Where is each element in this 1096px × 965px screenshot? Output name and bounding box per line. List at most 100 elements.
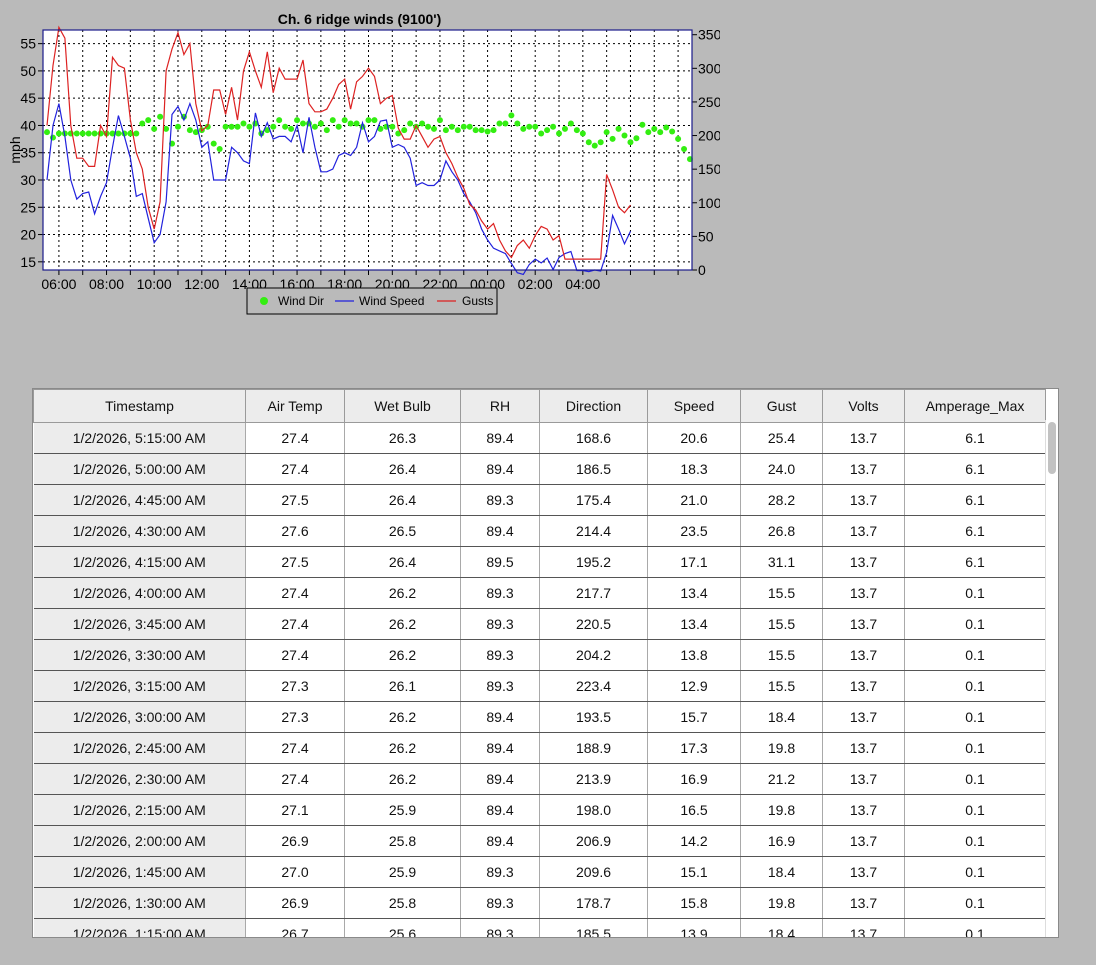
wind-dir-point (550, 123, 557, 130)
column-header-timestamp[interactable]: Timestamp (33, 389, 246, 423)
table-row[interactable]: 1/2/2026, 3:30:00 AM 27.4 26.2 89.3 204.2 13.… (33, 639, 1046, 671)
column-header-wet-bulb[interactable]: Wet Bulb (344, 389, 461, 423)
table-cell: 13.7 (822, 763, 905, 795)
wind-dir-point (151, 125, 158, 132)
table-cell: 195.2 (539, 546, 648, 578)
wind-dir-point (174, 123, 181, 130)
wind-dir-point (460, 123, 467, 130)
wind-dir-point (341, 117, 348, 124)
wind-dir-point (317, 120, 324, 127)
table-cell: 27.0 (245, 856, 345, 888)
table-cell: 28.2 (740, 484, 823, 516)
table-cell: 89.4 (460, 515, 540, 547)
table-cell: 26.4 (344, 453, 461, 485)
y2-tick-label: 300 (698, 60, 720, 76)
wind-dir-point (585, 139, 592, 146)
table-cell: 20.6 (647, 422, 741, 454)
table-cell: 185.5 (539, 918, 648, 937)
table-cell: 1/2/2026, 5:15:00 AM (33, 422, 246, 454)
column-header-rh[interactable]: RH (460, 389, 540, 423)
wind-dir-point (425, 123, 432, 130)
table-row[interactable]: 1/2/2026, 5:15:00 AM 27.4 26.3 89.4 168.6 20.… (33, 422, 1046, 454)
table-cell: 1/2/2026, 1:45:00 AM (33, 856, 246, 888)
table-cell: 6.1 (904, 422, 1046, 454)
y-tick-label: 50 (20, 63, 36, 79)
wind-dir-point (192, 129, 199, 136)
wind-dir-point (526, 123, 533, 130)
wind-dir-point (240, 120, 247, 127)
table-cell: 178.7 (539, 887, 648, 919)
table-row[interactable]: 1/2/2026, 5:00:00 AM 27.4 26.4 89.4 186.5 18.… (33, 453, 1046, 485)
wind-dir-point (282, 123, 289, 130)
table-row[interactable]: 1/2/2026, 2:30:00 AM 27.4 26.2 89.4 213.9 16.… (33, 763, 1046, 795)
table-cell: 89.3 (460, 577, 540, 609)
legend-label-gusts: Gusts (462, 294, 493, 308)
table-cell: 13.7 (822, 670, 905, 702)
table-cell: 26.2 (344, 701, 461, 733)
table-cell: 14.2 (647, 825, 741, 857)
column-header-gust[interactable]: Gust (740, 389, 823, 423)
table-cell: 15.7 (647, 701, 741, 733)
table-row[interactable]: 1/2/2026, 3:00:00 AM 27.3 26.2 89.4 193.5 15.… (33, 701, 1046, 733)
table-cell: 17.3 (647, 732, 741, 764)
table-cell: 198.0 (539, 794, 648, 826)
table-cell: 0.1 (904, 794, 1046, 826)
column-header-direction[interactable]: Direction (539, 389, 648, 423)
table-cell: 0.1 (904, 732, 1046, 764)
table-row[interactable]: 1/2/2026, 4:45:00 AM 27.5 26.4 89.3 175.4 21.… (33, 484, 1046, 516)
table-row[interactable]: 1/2/2026, 1:30:00 AM 26.9 25.8 89.3 178.7 15.… (33, 887, 1046, 919)
table-cell: 1/2/2026, 4:15:00 AM (33, 546, 246, 578)
wind-dir-point (490, 127, 497, 134)
table-cell: 17.1 (647, 546, 741, 578)
scrollbar-thumb[interactable] (1048, 422, 1056, 474)
table-row[interactable]: 1/2/2026, 4:30:00 AM 27.6 26.5 89.4 214.4 23.… (33, 515, 1046, 547)
table-cell: 18.4 (740, 918, 823, 937)
table-cell: 16.9 (740, 825, 823, 857)
table-cell: 15.1 (647, 856, 741, 888)
table-cell: 6.1 (904, 453, 1046, 485)
y2-tick-label: 350 (698, 27, 720, 43)
table-header-row: Timestamp Air Temp Wet Bulb RH Direction… (33, 389, 1046, 423)
table-row[interactable]: 1/2/2026, 3:15:00 AM 27.3 26.1 89.3 223.4 12.… (33, 670, 1046, 702)
table-row[interactable]: 1/2/2026, 4:15:00 AM 27.5 26.4 89.5 195.2 17.… (33, 546, 1046, 578)
column-header-amperage-max[interactable]: Amperage_Max (904, 389, 1046, 423)
wind-dir-point (627, 139, 634, 146)
table-row[interactable]: 1/2/2026, 3:45:00 AM 27.4 26.2 89.3 220.5 13.… (33, 608, 1046, 640)
column-header-air-temp[interactable]: Air Temp (245, 389, 345, 423)
table-cell: 26.2 (344, 639, 461, 671)
table-cell: 89.4 (460, 422, 540, 454)
table-cell: 15.5 (740, 577, 823, 609)
table-cell: 18.4 (740, 701, 823, 733)
table-cell: 23.5 (647, 515, 741, 547)
x-tick-label: 04:00 (565, 276, 600, 292)
table-row[interactable]: 1/2/2026, 1:15:00 AM 26.7 25.6 89.3 185.5 13.… (33, 918, 1046, 937)
table-cell: 13.9 (647, 918, 741, 937)
column-header-speed[interactable]: Speed (647, 389, 741, 423)
table-row[interactable]: 1/2/2026, 2:00:00 AM 26.9 25.8 89.4 206.9 14.… (33, 825, 1046, 857)
y2-tick-label: 0 (698, 262, 706, 278)
wind-dir-point (621, 132, 628, 139)
table-cell: 27.6 (245, 515, 345, 547)
y-tick-label: 45 (20, 90, 36, 106)
table-cell: 25.6 (344, 918, 461, 937)
x-tick-label: 02:00 (518, 276, 553, 292)
legend-label-wind-speed: Wind Speed (359, 294, 424, 308)
wind-dir-point (115, 130, 122, 137)
wind-dir-point (669, 128, 676, 135)
table-cell: 214.4 (539, 515, 648, 547)
table-row[interactable]: 1/2/2026, 1:45:00 AM 27.0 25.9 89.3 209.6 15.… (33, 856, 1046, 888)
table-row[interactable]: 1/2/2026, 2:45:00 AM 27.4 26.2 89.4 188.9 17.… (33, 732, 1046, 764)
wind-dir-point (133, 130, 140, 137)
column-header-volts[interactable]: Volts (822, 389, 905, 423)
vertical-scrollbar[interactable] (1045, 420, 1058, 937)
table-cell: 27.3 (245, 701, 345, 733)
table-row[interactable]: 1/2/2026, 4:00:00 AM 27.4 26.2 89.3 217.7 13.… (33, 577, 1046, 609)
table-cell: 89.3 (460, 608, 540, 640)
table-cell: 6.1 (904, 484, 1046, 516)
y-tick-label: 20 (20, 227, 36, 243)
wind-dir-point (288, 125, 295, 132)
table-cell: 0.1 (904, 577, 1046, 609)
table-row[interactable]: 1/2/2026, 2:15:00 AM 27.1 25.9 89.4 198.0 16.… (33, 794, 1046, 826)
table-cell: 1/2/2026, 3:00:00 AM (33, 701, 246, 733)
table-cell: 0.1 (904, 701, 1046, 733)
